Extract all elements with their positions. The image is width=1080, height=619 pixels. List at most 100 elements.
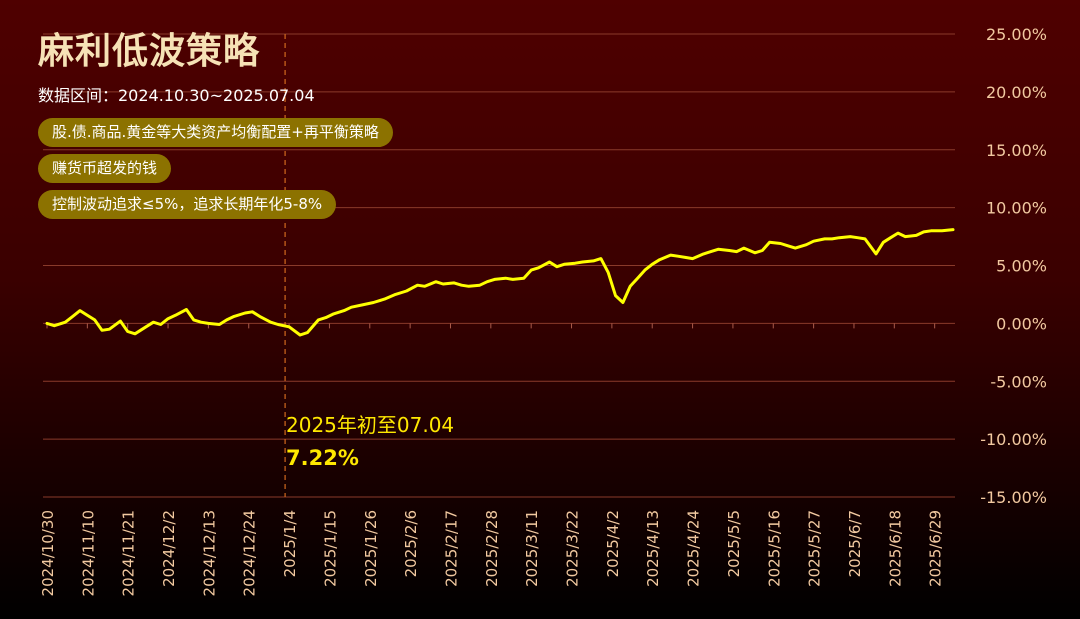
data-point [174, 314, 177, 317]
y-tick-label: 15.00% [986, 141, 1047, 160]
data-point [119, 320, 122, 323]
data-point [915, 234, 918, 237]
data-point [511, 278, 514, 281]
data-point [126, 330, 129, 333]
data-point [233, 315, 236, 318]
data-point [460, 284, 463, 287]
data-point [592, 260, 595, 263]
data-point [225, 319, 228, 322]
data-point [218, 323, 221, 326]
x-tick-label: 2025/4/24 [685, 510, 703, 587]
data-point [108, 328, 111, 331]
y-tick-label: 0.00% [996, 314, 1047, 333]
data-point [64, 321, 67, 324]
data-point [167, 317, 170, 320]
data-point [856, 236, 859, 239]
data-point [453, 282, 456, 285]
data-point [629, 285, 632, 288]
x-tick-label: 2024/12/13 [200, 510, 218, 596]
data-point [486, 280, 489, 283]
data-point [644, 269, 647, 272]
data-point [710, 250, 713, 253]
data-point [728, 249, 731, 252]
data-point [522, 277, 525, 280]
data-point [882, 241, 885, 244]
data-point [192, 319, 195, 322]
annotation-label: 2025年初至07.04 [286, 413, 455, 437]
data-point [548, 261, 551, 264]
x-tick-label: 2025/2/17 [442, 510, 460, 587]
data-point [875, 253, 878, 256]
x-tick-label: 2025/6/7 [846, 510, 864, 577]
tag-asset-allocation: 股.债.商品.黄金等大类资产均衡配置+再平衡策略 [38, 118, 393, 147]
tag-currency: 赚货币超发的钱 [38, 154, 172, 183]
data-point [101, 329, 104, 332]
data-point [207, 322, 210, 325]
y-tick-label: 25.00% [986, 25, 1047, 44]
data-point [244, 312, 247, 315]
data-point [306, 331, 309, 334]
x-tick-label: 2024/10/30 [39, 510, 57, 596]
data-point [343, 309, 346, 312]
x-tick-label: 2025/1/4 [281, 510, 299, 577]
y-tick-label: -10.00% [980, 430, 1047, 449]
data-point [754, 251, 757, 254]
data-point [805, 243, 808, 246]
data-point [922, 231, 925, 234]
data-point [416, 284, 419, 287]
tag-volatility-target: 控制波动追求≤5%，追求长期年化5-8% [38, 190, 337, 219]
data-point [46, 322, 49, 325]
data-point [952, 228, 955, 231]
data-point [636, 277, 639, 280]
data-point [622, 301, 625, 304]
data-point [145, 325, 148, 328]
x-tick-label: 2025/3/11 [523, 510, 541, 587]
annotation-value: 7.22% [286, 446, 359, 470]
data-point [831, 238, 834, 241]
data-point [324, 316, 327, 319]
x-tick-label: 2025/1/15 [321, 510, 339, 587]
data-point [779, 242, 782, 245]
data-point [658, 258, 661, 261]
data-point [794, 247, 797, 250]
data-point [93, 319, 96, 322]
x-tick-label: 2025/6/29 [927, 510, 945, 587]
data-point [849, 235, 852, 238]
y-tick-label: 5.00% [996, 257, 1047, 276]
data-point [904, 235, 907, 238]
data-point [200, 321, 203, 324]
x-tick-label: 2024/11/10 [79, 510, 97, 596]
data-point [930, 229, 933, 232]
data-point [761, 249, 764, 252]
data-point [86, 314, 89, 317]
data-point [269, 321, 272, 324]
data-point [607, 271, 610, 274]
data-point [717, 248, 720, 251]
x-tick-label: 2025/4/2 [604, 510, 622, 577]
data-point [251, 310, 254, 313]
data-point [152, 321, 155, 324]
data-point [434, 280, 437, 283]
data-point [134, 332, 137, 335]
series-line [45, 228, 955, 337]
data-point [185, 308, 188, 311]
data-point [812, 240, 815, 243]
data-point [394, 293, 397, 296]
data-point [556, 265, 559, 268]
data-point [581, 261, 584, 264]
x-tick-label: 2025/2/28 [483, 510, 501, 587]
data-point [79, 309, 82, 312]
x-tick-label: 2025/4/13 [644, 510, 662, 587]
data-point [317, 319, 320, 322]
data-point [372, 301, 375, 304]
chart-title: 麻利低波策略 [38, 30, 261, 72]
data-point [405, 290, 408, 293]
x-tick-label: 2025/6/18 [886, 510, 904, 587]
data-point [350, 306, 353, 309]
data-point [277, 323, 280, 326]
data-point [743, 247, 746, 250]
data-point [361, 304, 364, 307]
y-tick-label: -15.00% [980, 488, 1047, 507]
data-point [423, 285, 426, 288]
